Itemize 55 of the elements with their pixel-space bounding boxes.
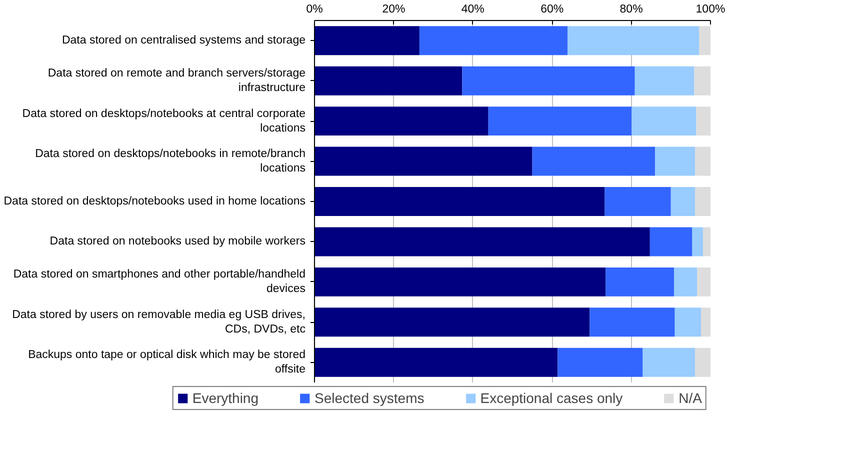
- bar: [314, 187, 605, 216]
- x-tick-label: 0%: [306, 4, 323, 16]
- bar: [642, 348, 696, 377]
- bar: [568, 26, 700, 56]
- bar: [674, 308, 701, 337]
- legend-label: Exceptional cases only: [480, 390, 623, 406]
- bar: [694, 66, 710, 96]
- y-tick-label: Data stored on desktops/notebooks at central corporate locations: [22, 108, 306, 134]
- y-tick-label: Data stored on desktops/notebooks in remote/branch locations: [35, 148, 306, 174]
- bar: [590, 308, 675, 337]
- bar: [488, 106, 632, 136]
- y-tick-label: Data stored on remote and branch servers/storage infrastructure: [48, 68, 306, 94]
- x-tick-label: 40%: [461, 4, 484, 16]
- x-tick-label: 80%: [620, 4, 643, 16]
- bar: [634, 66, 694, 96]
- bar: [314, 267, 606, 296]
- x-tick-label: 60%: [540, 4, 564, 16]
- y-tick-label: Data stored on centralised systems and storage: [62, 34, 306, 47]
- bar: [604, 187, 671, 216]
- bar: [314, 348, 558, 377]
- bar: [462, 66, 635, 96]
- y-tick-label: Backups onto tape or optical disk which may be stored offsite: [28, 349, 306, 376]
- bar: [314, 66, 462, 96]
- x-tick-label: 20%: [382, 4, 406, 16]
- bar: [632, 106, 696, 136]
- bar: [314, 106, 488, 136]
- bar: [606, 267, 674, 296]
- bar: [650, 227, 692, 256]
- y-tick-label: Data stored on notebooks used by mobile workers: [50, 236, 306, 248]
- bar: [655, 146, 696, 176]
- bar: [697, 267, 710, 296]
- bar: [695, 187, 710, 216]
- x-tick-label: 100%: [696, 4, 726, 16]
- bar: [702, 227, 710, 256]
- bar: [314, 146, 532, 176]
- y-tick-label: Data stored on desktops/notebooks used in home locations: [4, 196, 306, 208]
- y-tick-label: Data stored by users on removable media eg USB drives, CDs, DVDs, etc: [12, 308, 306, 336]
- bar: [558, 348, 643, 377]
- bar: [674, 267, 698, 296]
- bar: [314, 308, 590, 337]
- bar: [699, 26, 710, 56]
- y-tick-label: Data stored on smartphones and other portable/handheld devices: [13, 268, 306, 296]
- bar: [314, 227, 650, 256]
- bar: [670, 187, 696, 216]
- bar: [695, 146, 710, 176]
- bar: [695, 348, 710, 377]
- bar: [700, 308, 710, 337]
- bar: [314, 26, 420, 56]
- bar: [696, 106, 710, 136]
- legend-label: Everything: [192, 390, 259, 406]
- bar: [532, 146, 656, 176]
- legend-label: Selected systems: [314, 390, 424, 406]
- bar: [692, 227, 703, 256]
- legend-label: N/A: [678, 390, 702, 406]
- bar: [419, 26, 568, 56]
